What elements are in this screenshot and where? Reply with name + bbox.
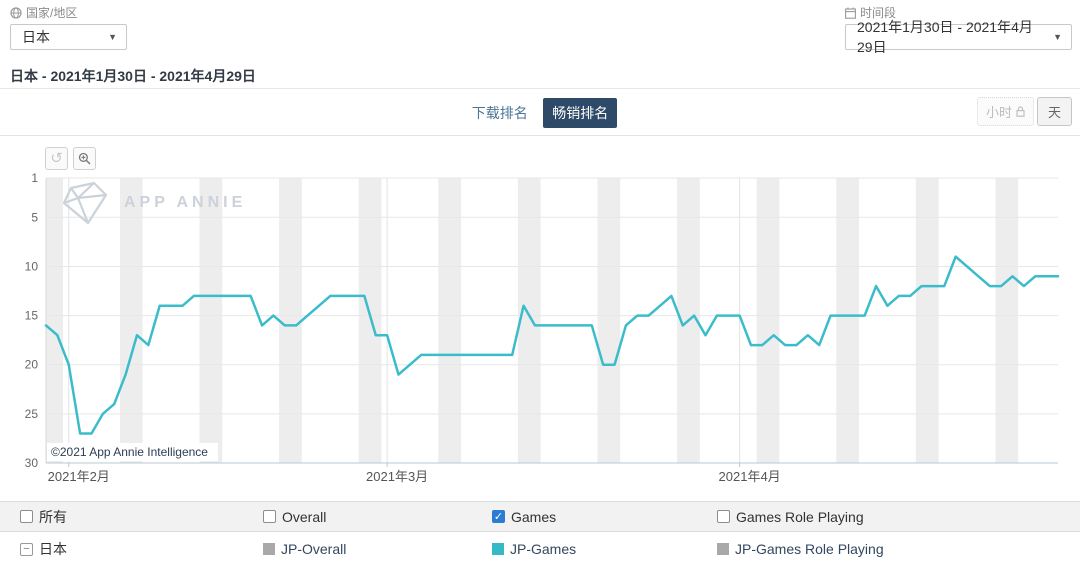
weekend-band bbox=[915, 178, 939, 463]
chart-reset-zoom-button[interactable]: ↺ bbox=[45, 147, 68, 170]
checkbox-all-label: 所有 bbox=[39, 508, 67, 525]
weekend-band bbox=[517, 178, 541, 463]
chevron-down-icon: ▼ bbox=[1053, 32, 1062, 42]
checkbox-overall[interactable] bbox=[263, 510, 276, 523]
jp-overall-swatch bbox=[263, 543, 275, 555]
granularity-switch: 小时 天 bbox=[976, 97, 1072, 126]
period-label-text: 时间段 bbox=[860, 6, 897, 20]
country-select-value: 日本 bbox=[22, 29, 50, 45]
weekend-band bbox=[836, 178, 860, 463]
weekend-band bbox=[995, 178, 1019, 463]
weekend-band bbox=[358, 178, 382, 463]
granularity-hour-label: 小时 bbox=[985, 105, 1012, 120]
weekend-band bbox=[279, 178, 302, 463]
region-cell: − 日本 bbox=[20, 532, 67, 566]
y-tick-label: 10 bbox=[25, 259, 39, 273]
jp-overall-label: JP-Overall bbox=[281, 541, 347, 557]
country-filter: 国家/地区 日本 ▼ bbox=[10, 4, 127, 50]
weekend-band bbox=[46, 178, 64, 463]
weekend-band bbox=[756, 178, 780, 463]
period-label: 时间段 bbox=[845, 4, 1072, 21]
calendar-icon bbox=[845, 7, 856, 19]
legend-header-overall: Overall bbox=[263, 502, 326, 531]
legend-header-row: 所有 Overall ✓ Games Games Role Playing bbox=[0, 501, 1080, 532]
legend-region-row: − 日本 JP-Overall JP-Games JP-Games Role P… bbox=[0, 532, 1080, 566]
y-tick-label: 30 bbox=[25, 456, 39, 470]
filter-bar: 国家/地区 日本 ▼ 时间段 2021年1月30日 - 2021年4月29日 ▼ bbox=[0, 0, 1080, 56]
weekend-band bbox=[597, 178, 621, 463]
rank-chart: ↺ APP ANNIE 1 5 10 15 20 25 30 2021年2月 2021年3月 20… bbox=[0, 136, 1080, 494]
chart-zoom-in-button[interactable] bbox=[73, 147, 96, 170]
y-tick-label: 5 bbox=[31, 210, 38, 224]
region-label: 日本 bbox=[39, 541, 67, 557]
legend-item-jp-games[interactable]: JP-Games bbox=[492, 532, 576, 566]
checkbox-all[interactable] bbox=[20, 510, 33, 523]
weekend-band bbox=[438, 178, 462, 463]
checkbox-games[interactable]: ✓ bbox=[492, 510, 505, 523]
reset-icon: ↺ bbox=[50, 150, 63, 167]
jp-games-label: JP-Games bbox=[510, 541, 577, 557]
checkbox-overall-label: Overall bbox=[282, 508, 327, 525]
x-month-label: 2021年4月 bbox=[719, 469, 781, 484]
rank-line-jp-games bbox=[44, 255, 1060, 435]
page-title: 日本 - 2021年1月30日 - 2021年4月29日 bbox=[10, 68, 256, 84]
y-tick-label: 15 bbox=[25, 309, 39, 323]
checkbox-games-role-playing-label: Games Role Playing bbox=[736, 508, 864, 525]
granularity-hour-button[interactable]: 小时 bbox=[976, 97, 1034, 126]
rank-type-tabs: 下载排名 畅销排名 bbox=[0, 98, 1080, 128]
legend-header-games-role-playing: Games Role Playing bbox=[717, 502, 864, 531]
tab-download-rank[interactable]: 下载排名 bbox=[471, 105, 528, 121]
jp-games-role-playing-label: JP-Games Role Playing bbox=[735, 541, 884, 557]
lock-icon bbox=[1016, 106, 1025, 117]
country-select[interactable]: 日本 ▼ bbox=[10, 24, 127, 50]
tabs-row: 下载排名 畅销排名 小时 天 bbox=[0, 89, 1080, 136]
copyright-note: ©2021 App Annie Intelligence bbox=[47, 443, 218, 461]
jp-games-swatch bbox=[492, 543, 504, 555]
tab-revenue-rank[interactable]: 畅销排名 bbox=[543, 98, 618, 128]
chart-toolbar: ↺ bbox=[45, 147, 96, 170]
country-label-text: 国家/地区 bbox=[26, 6, 78, 20]
granularity-day-button[interactable]: 天 bbox=[1036, 97, 1072, 126]
weekend-band bbox=[199, 178, 223, 463]
x-month-label: 2021年2月 bbox=[48, 469, 110, 484]
checkbox-games-label: Games bbox=[511, 508, 557, 525]
y-tick-label: 25 bbox=[25, 407, 39, 421]
collapse-icon[interactable]: − bbox=[20, 542, 33, 556]
x-month-label: 2021年3月 bbox=[366, 469, 428, 484]
globe-icon bbox=[10, 6, 22, 19]
period-filter: 时间段 2021年1月30日 - 2021年4月29日 ▼ bbox=[845, 4, 1072, 55]
country-label: 国家/地区 bbox=[10, 4, 127, 21]
checkbox-games-role-playing[interactable] bbox=[717, 510, 730, 523]
jp-games-role-playing-swatch bbox=[717, 543, 729, 555]
series-legend-table: 所有 Overall ✓ Games Games Role Playing − … bbox=[0, 501, 1080, 566]
legend-item-jp-overall[interactable]: JP-Overall bbox=[263, 532, 346, 566]
magnifier-plus-icon bbox=[78, 152, 91, 165]
chevron-down-icon: ▼ bbox=[108, 32, 117, 42]
legend-header-games: ✓ Games bbox=[492, 502, 556, 531]
legend-item-jp-games-role-playing[interactable]: JP-Games Role Playing bbox=[717, 532, 884, 566]
divider bbox=[0, 88, 1080, 89]
y-tick-label: 20 bbox=[25, 358, 39, 372]
period-select[interactable]: 2021年1月30日 - 2021年4月29日 ▼ bbox=[845, 19, 1072, 55]
period-select-value: 2021年1月30日 - 2021年4月29日 bbox=[857, 19, 1033, 55]
weekend-band bbox=[119, 178, 143, 463]
y-tick-label: 1 bbox=[31, 171, 38, 185]
legend-header-all: 所有 bbox=[20, 502, 67, 531]
